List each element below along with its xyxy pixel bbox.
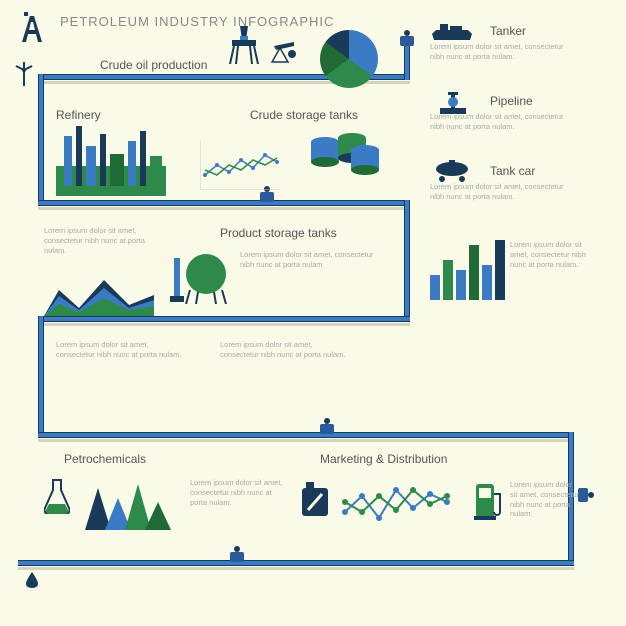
storage-tanks-icon [310, 130, 380, 180]
pipe [404, 200, 410, 316]
oil-drop-icon [26, 572, 38, 588]
pipeline-label: Pipeline [490, 94, 533, 108]
row3-text1: Lorem ipsum dolor sit amet, consectetur … [56, 340, 186, 360]
product-storage-label: Product storage tanks [220, 226, 337, 240]
marketing-text: Lorem ipsum dolor sit amet, consectetur … [510, 480, 580, 519]
turbine-icon [14, 62, 34, 86]
line-chart-1 [200, 140, 280, 190]
bar [482, 265, 492, 300]
sphere-tank-icon [170, 248, 230, 304]
platform-icon [226, 22, 262, 64]
pipe [18, 560, 574, 566]
valve-icon [400, 36, 414, 46]
pipeline-text: Lorem ipsum dolor sit amet, consectetur … [430, 112, 570, 132]
line-chart-2 [340, 476, 460, 532]
pipe [404, 44, 410, 80]
pumpjack-icon [270, 40, 298, 64]
petrochemicals-label: Petrochemicals [64, 452, 146, 466]
pie-chart [320, 30, 378, 88]
peaks-chart [80, 480, 180, 530]
crude-oil-label: Crude oil production [100, 58, 207, 72]
area-chart-1 [44, 270, 154, 316]
tankcar-label: Tank car [490, 164, 535, 178]
product-text: Lorem ipsum dolor sit amet, consectetur … [240, 250, 380, 270]
bar [456, 270, 466, 300]
bar-text: Lorem ipsum dolor sit amet, consectetur … [510, 240, 600, 269]
flask-icon [44, 478, 70, 514]
tanker-icon [430, 20, 474, 42]
tankcar-text: Lorem ipsum dolor sit amet, consectetur … [430, 182, 570, 202]
pipe [38, 432, 574, 438]
infographic-canvas: PETROLEUM INDUSTRY INFOGRAPHIC Tanker Lo… [0, 0, 626, 626]
bar-chart [430, 240, 505, 300]
bar [495, 240, 505, 300]
refinery-label: Refinery [56, 108, 101, 122]
bar [430, 275, 440, 300]
derrick-icon [18, 10, 52, 44]
fuel-pump-icon [474, 480, 504, 520]
valve-icon [230, 552, 244, 562]
tankcar-icon [432, 160, 472, 182]
pipe [38, 316, 410, 322]
jerrycan-icon [300, 480, 330, 518]
refinery-icon [56, 126, 166, 196]
marketing-label: Marketing & Distribution [320, 452, 447, 466]
tanker-text: Lorem ipsum dolor sit amet, consectetur … [430, 42, 570, 62]
petro-text: Lorem ipsum dolor sit amet, consectetur … [190, 478, 290, 507]
tanker-label: Tanker [490, 24, 526, 38]
page-title: PETROLEUM INDUSTRY INFOGRAPHIC [60, 14, 334, 29]
pipe [38, 316, 44, 432]
refinery-text: Lorem ipsum dolor sit amet, consectetur … [44, 226, 164, 255]
pipe [38, 74, 44, 200]
row3-text2: Lorem ipsum dolor sit amet, consectetur … [220, 340, 350, 360]
bar [443, 260, 453, 300]
valve-icon [320, 424, 334, 434]
bar [469, 245, 479, 300]
crude-storage-label: Crude storage tanks [250, 108, 358, 122]
valve-icon [260, 192, 274, 202]
pipe [38, 200, 410, 206]
